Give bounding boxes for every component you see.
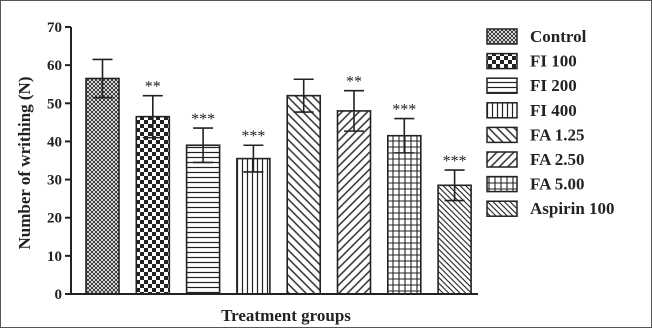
significance-label: *** [241, 128, 265, 145]
legend-item: FI 100 [486, 52, 577, 71]
bar-group [85, 58, 120, 295]
legend-swatch [486, 126, 518, 144]
legend-label: FA 1.25 [530, 125, 584, 144]
legend-swatch [486, 77, 518, 94]
bar-group [286, 78, 322, 295]
y-tick-label: 40 [47, 134, 62, 150]
legend-item: FA 2.50 [486, 150, 584, 169]
bar [236, 157, 271, 295]
y-tick-label: 0 [55, 287, 63, 303]
significance-label: *** [191, 111, 215, 128]
bars-layer: **************** [85, 58, 472, 295]
legend-label: Aspirin 100 [530, 199, 615, 218]
x-axis-title: Treatment groups [221, 306, 351, 325]
legend-item: FA 5.00 [486, 175, 584, 194]
y-tick-label: 60 [47, 58, 62, 74]
legend-swatch [486, 28, 518, 45]
bar [286, 94, 322, 295]
bar [386, 134, 422, 295]
legend-swatch [486, 151, 518, 168]
legend-label: FA 2.50 [530, 150, 584, 169]
legend-swatch [486, 200, 518, 217]
bar-group: *** [236, 128, 271, 295]
legend-item: Aspirin 100 [486, 199, 615, 218]
y-axis-title: Number of writhing (N) [15, 77, 34, 250]
bar [85, 77, 120, 295]
y-tick-label: 20 [47, 211, 62, 227]
legend-item: FA 1.25 [486, 125, 584, 144]
legend-swatch [486, 52, 518, 70]
bar [437, 184, 472, 295]
significance-label: *** [392, 102, 416, 119]
bar [336, 110, 372, 295]
legend-label: FI 400 [530, 101, 577, 120]
legend-item: FI 400 [486, 101, 577, 120]
legend-label: Control [530, 27, 587, 46]
legend-label: FI 200 [530, 76, 577, 95]
bar-group: ** [135, 79, 171, 295]
bar [185, 144, 221, 295]
legend-item: FI 200 [486, 76, 577, 95]
y-tick-label: 30 [47, 173, 62, 189]
y-tick-label: 50 [47, 96, 62, 112]
y-tick-label: 70 [47, 20, 62, 36]
legend-label: FA 5.00 [530, 175, 584, 194]
bar-group: *** [185, 111, 221, 295]
y-tick-label: 10 [47, 249, 62, 265]
bar-group: *** [437, 153, 472, 295]
legend: Control FI 100 FI 200 FI 400 FA 1.25 FA 2.50 F… [486, 27, 615, 218]
legend-label: FI 100 [530, 52, 577, 71]
legend-swatch [486, 175, 518, 193]
bar [135, 115, 171, 295]
significance-label: ** [145, 79, 161, 96]
legend-swatch [486, 102, 518, 119]
legend-item: Control [486, 27, 587, 46]
bar-group: ** [336, 74, 372, 295]
significance-label: ** [346, 74, 362, 91]
bar-group: *** [386, 102, 422, 295]
axes-layer: 0 10 20 30 40 50 60 70 [47, 20, 478, 303]
significance-label: *** [443, 153, 467, 170]
